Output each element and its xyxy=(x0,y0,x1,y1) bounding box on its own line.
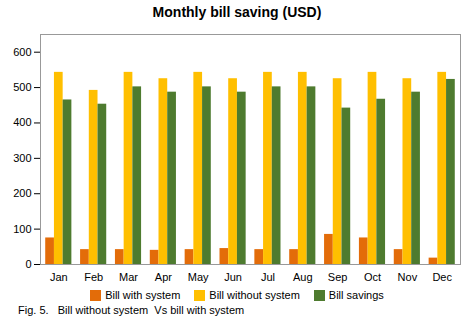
html-text:Fig. 5. Bill without system Vs: Fig. 5. Bill without system Vs bill with… xyxy=(18,304,245,316)
svg-text:Mar: Mar xyxy=(119,271,138,283)
html-text:Bill with system: Bill with system xyxy=(105,288,181,301)
svg-text:0: 0 xyxy=(25,258,31,270)
svg-text:Sep: Sep xyxy=(328,271,348,283)
svg-text:300: 300 xyxy=(13,152,31,164)
html-text:Bill savings: Bill savings xyxy=(328,288,384,301)
svg-text:May: May xyxy=(188,271,209,283)
svg-text:Jun: Jun xyxy=(224,271,242,283)
html-text:Bill without system: Bill without system xyxy=(209,288,300,301)
svg-text:200: 200 xyxy=(13,187,31,199)
html-text:Monthly bill saving (USD): Monthly bill saving (USD) xyxy=(152,4,322,20)
svg-text:Jan: Jan xyxy=(50,271,68,283)
svg-text:400: 400 xyxy=(13,116,31,128)
svg-text:Feb: Feb xyxy=(84,271,103,283)
svg-text:Apr: Apr xyxy=(155,271,172,283)
svg-text:Dec: Dec xyxy=(432,271,452,283)
svg-text:Jul: Jul xyxy=(261,271,275,283)
svg-text:Nov: Nov xyxy=(398,271,418,283)
svg-text:500: 500 xyxy=(13,81,31,93)
svg-text:600: 600 xyxy=(13,46,31,58)
svg-text:Oct: Oct xyxy=(364,271,381,283)
svg-text:100: 100 xyxy=(13,223,31,235)
svg-text:Aug: Aug xyxy=(293,271,313,283)
